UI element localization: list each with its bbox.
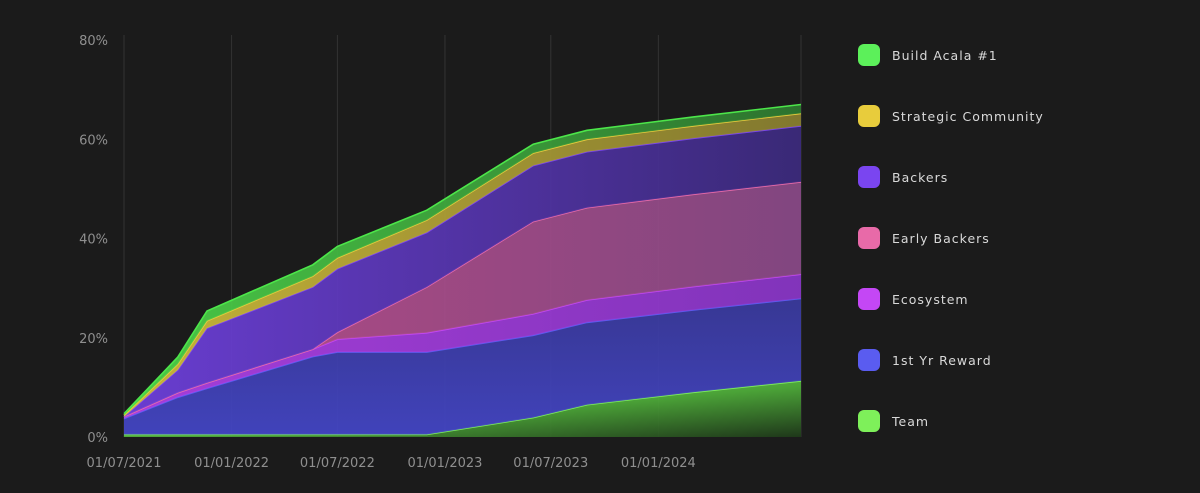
y-tick-label: 60% (79, 133, 108, 148)
legend-swatch (858, 166, 880, 188)
areas (123, 103, 802, 437)
series-line-build-acala-1 (123, 103, 802, 415)
x-tick-label: 01/07/2022 (300, 456, 375, 471)
legend-swatch (858, 288, 880, 310)
legend-item: Early Backers (858, 226, 1158, 250)
y-tick-label: 40% (79, 233, 108, 248)
legend-label: Early Backers (892, 230, 990, 246)
legend-item: Ecosystem (858, 287, 1158, 311)
x-tick-label: 01/01/2023 (407, 456, 482, 471)
legend-swatch (858, 44, 880, 66)
area-1st-yr-reward (124, 298, 801, 435)
y-tick-label: 20% (79, 332, 108, 347)
legend-label: Backers (892, 169, 949, 185)
legend-label: Strategic Community (892, 108, 1044, 124)
legend-label: Ecosystem (892, 291, 969, 307)
legend: Build Acala #1 Strategic Community Backers… (858, 43, 1158, 470)
area-early-backers (124, 181, 801, 417)
legend-swatch (858, 410, 880, 432)
legend-item: 1st Yr Reward (858, 348, 1158, 372)
legend-label: Team (892, 413, 930, 429)
x-tick-label: 01/01/2024 (621, 456, 696, 471)
area-team (124, 380, 801, 437)
axis-ticks: 0% 20% 40% 60% 80% 01/07/2021 01/01/2022 01/07/… (79, 34, 696, 471)
legend-item: Backers (858, 165, 1158, 189)
x-tick-label: 01/07/2023 (513, 456, 588, 471)
y-tick-label: 80% (79, 34, 108, 49)
legend-label: Build Acala #1 (892, 47, 998, 63)
legend-label: 1st Yr Reward (892, 352, 992, 368)
legend-item: Team (858, 409, 1158, 433)
legend-swatch (858, 349, 880, 371)
x-tick-label: 01/07/2021 (87, 456, 162, 471)
area-backers (124, 125, 801, 417)
x-tick-label: 01/01/2022 (194, 456, 269, 471)
legend-swatch (858, 105, 880, 127)
legend-item: Build Acala #1 (858, 43, 1158, 67)
area-ecosystem (124, 274, 801, 419)
y-tick-label: 0% (87, 431, 108, 446)
legend-swatch (858, 227, 880, 249)
legend-item: Strategic Community (858, 104, 1158, 128)
